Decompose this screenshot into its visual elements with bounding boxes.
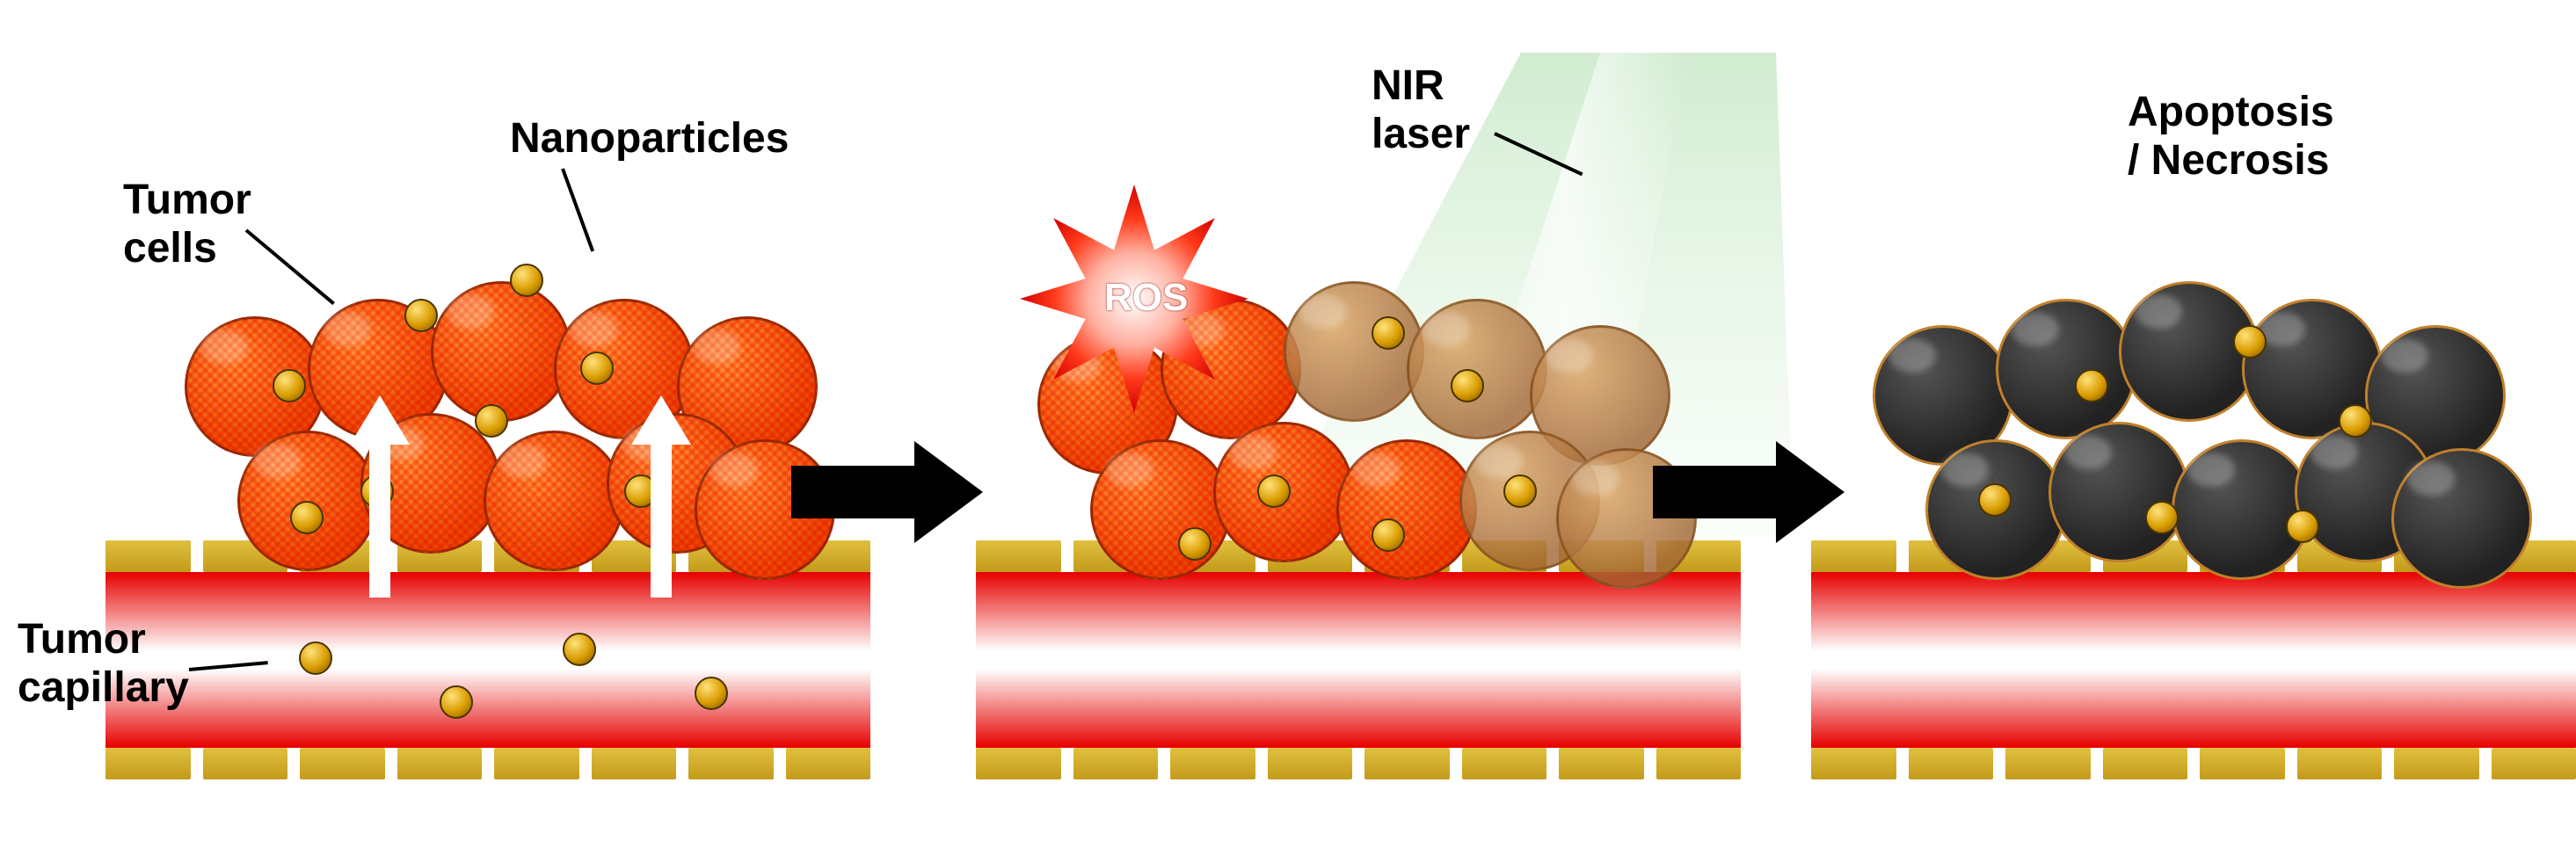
nanoparticle xyxy=(2339,404,2372,438)
nanoparticle xyxy=(1257,475,1291,508)
dead-tumor-cell xyxy=(2172,439,2312,580)
label-apoptosis-necrosis: Apoptosis/ Necrosis xyxy=(2128,88,2334,185)
nanoparticle xyxy=(290,501,324,534)
dead-tumor-cell xyxy=(1996,299,2136,439)
tumor-cell xyxy=(484,431,624,571)
nanoparticle xyxy=(580,351,614,385)
tumor-cell xyxy=(431,281,571,422)
nanoparticle xyxy=(440,685,473,719)
label-ros: ROS xyxy=(1104,276,1188,320)
nanoparticle xyxy=(1451,369,1484,402)
nanoparticle xyxy=(404,299,438,332)
nanoparticle xyxy=(510,264,543,297)
nanoparticle xyxy=(695,677,728,710)
nanoparticle xyxy=(475,404,508,438)
nanoparticle xyxy=(1178,527,1212,561)
nanoparticle xyxy=(1372,518,1405,552)
irradiated-tumor-cell xyxy=(1407,299,1547,439)
nanoparticle xyxy=(2075,369,2108,402)
capillary-wall-bottom xyxy=(1811,748,2576,779)
nanoparticle xyxy=(1372,316,1405,350)
capillary-blood xyxy=(1811,572,2576,748)
label-nanoparticles: Nanoparticles xyxy=(510,114,789,163)
capillary-blood xyxy=(106,572,870,748)
dead-tumor-cell xyxy=(2391,448,2532,589)
tumor-cell xyxy=(1090,439,1231,580)
capillary-blood xyxy=(976,572,1741,748)
nanoparticle xyxy=(1978,483,2012,517)
nanoparticle xyxy=(2286,510,2319,543)
tumor-cell xyxy=(1336,439,1477,580)
nanoparticle xyxy=(2233,325,2267,359)
nanoparticle xyxy=(563,633,596,666)
irradiated-tumor-cell xyxy=(1284,281,1424,422)
label-tumor-cells: Tumorcells xyxy=(123,176,251,272)
nanoparticle xyxy=(299,641,332,675)
capillary-wall-bottom xyxy=(106,748,870,779)
nanoparticle xyxy=(2145,501,2179,534)
tumor-cluster-panel3 xyxy=(1873,211,2558,589)
nanoparticle xyxy=(273,369,306,402)
label-nir-laser: NIRlaser xyxy=(1372,62,1470,158)
pointer-line xyxy=(1494,132,1583,176)
nanoparticle xyxy=(1503,475,1537,508)
capillary-wall-bottom xyxy=(976,748,1741,779)
label-tumor-capillary: Tumorcapillary xyxy=(18,615,189,712)
tumor-cluster-panel1 xyxy=(185,211,844,580)
dead-tumor-cell xyxy=(2048,422,2189,562)
